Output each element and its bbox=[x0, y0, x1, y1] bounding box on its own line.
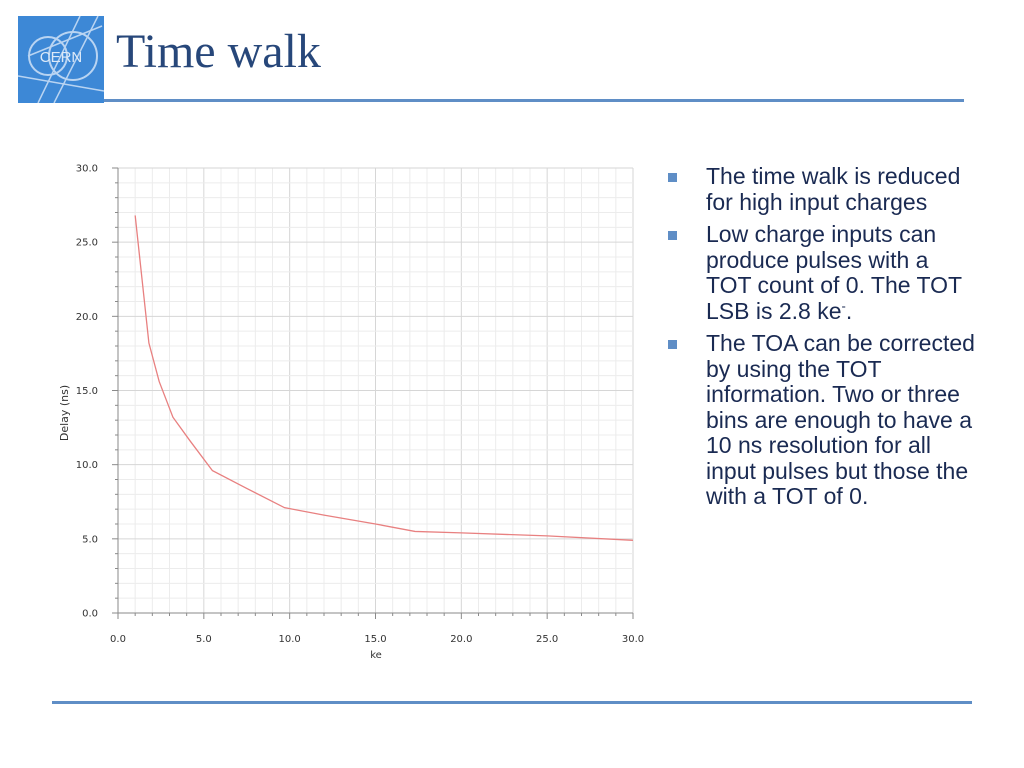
bullet-text-tail: . bbox=[845, 297, 853, 324]
x-tick-label: 10.0 bbox=[279, 634, 301, 645]
y-tick-label: 15.0 bbox=[76, 386, 98, 397]
bullet-text: Low charge inputs can produce pulses wit… bbox=[706, 221, 962, 324]
series-line bbox=[134, 215, 634, 541]
x-tick-label: 30.0 bbox=[622, 634, 644, 645]
bullet-superscript: - bbox=[841, 297, 846, 313]
bullet-text: The TOA can be corrected by using the TO… bbox=[706, 330, 975, 509]
y-axis-label: Delay (ns) bbox=[58, 385, 71, 441]
bullet-marker bbox=[668, 340, 677, 349]
bullet-item: The time walk is reduced for high input … bbox=[666, 163, 976, 215]
bullet-text: The time walk is reduced for high input … bbox=[706, 163, 961, 215]
y-tick-label: 25.0 bbox=[76, 238, 98, 249]
y-tick-label: 20.0 bbox=[76, 312, 98, 323]
bullet-marker bbox=[668, 173, 677, 182]
x-axis-label: ke bbox=[370, 650, 382, 661]
x-tick-label: 25.0 bbox=[536, 634, 558, 645]
y-tick-label: 10.0 bbox=[76, 460, 98, 471]
bullet-marker bbox=[668, 231, 677, 240]
chart-grid bbox=[117, 167, 634, 614]
chart-series bbox=[134, 215, 634, 541]
title-divider bbox=[104, 99, 964, 102]
footer-divider bbox=[52, 701, 972, 704]
chart-ticks: 0.0 5.0 10.0 15.0 20.0 25.0 30.0 0.0 5.0 10.0 15.0… bbox=[76, 164, 644, 646]
bullet-item: Low charge inputs can produce pulses wit… bbox=[666, 221, 976, 324]
cern-logo-icon bbox=[18, 16, 104, 103]
logo-text: CERN bbox=[39, 49, 83, 66]
bullet-list: The time walk is reduced for high input … bbox=[666, 163, 976, 517]
x-tick-label: 5.0 bbox=[196, 634, 212, 645]
bullet-item: The TOA can be corrected by using the TO… bbox=[666, 330, 976, 510]
x-tick-label: 0.0 bbox=[110, 634, 126, 645]
y-tick-label: 0.0 bbox=[82, 609, 98, 620]
cern-logo: CERN bbox=[18, 16, 104, 103]
x-tick-label: 15.0 bbox=[364, 634, 386, 645]
page-title: Time walk bbox=[116, 25, 321, 78]
y-tick-label: 5.0 bbox=[82, 534, 98, 545]
y-tick-label: 30.0 bbox=[76, 164, 98, 175]
x-tick-label: 20.0 bbox=[450, 634, 472, 645]
